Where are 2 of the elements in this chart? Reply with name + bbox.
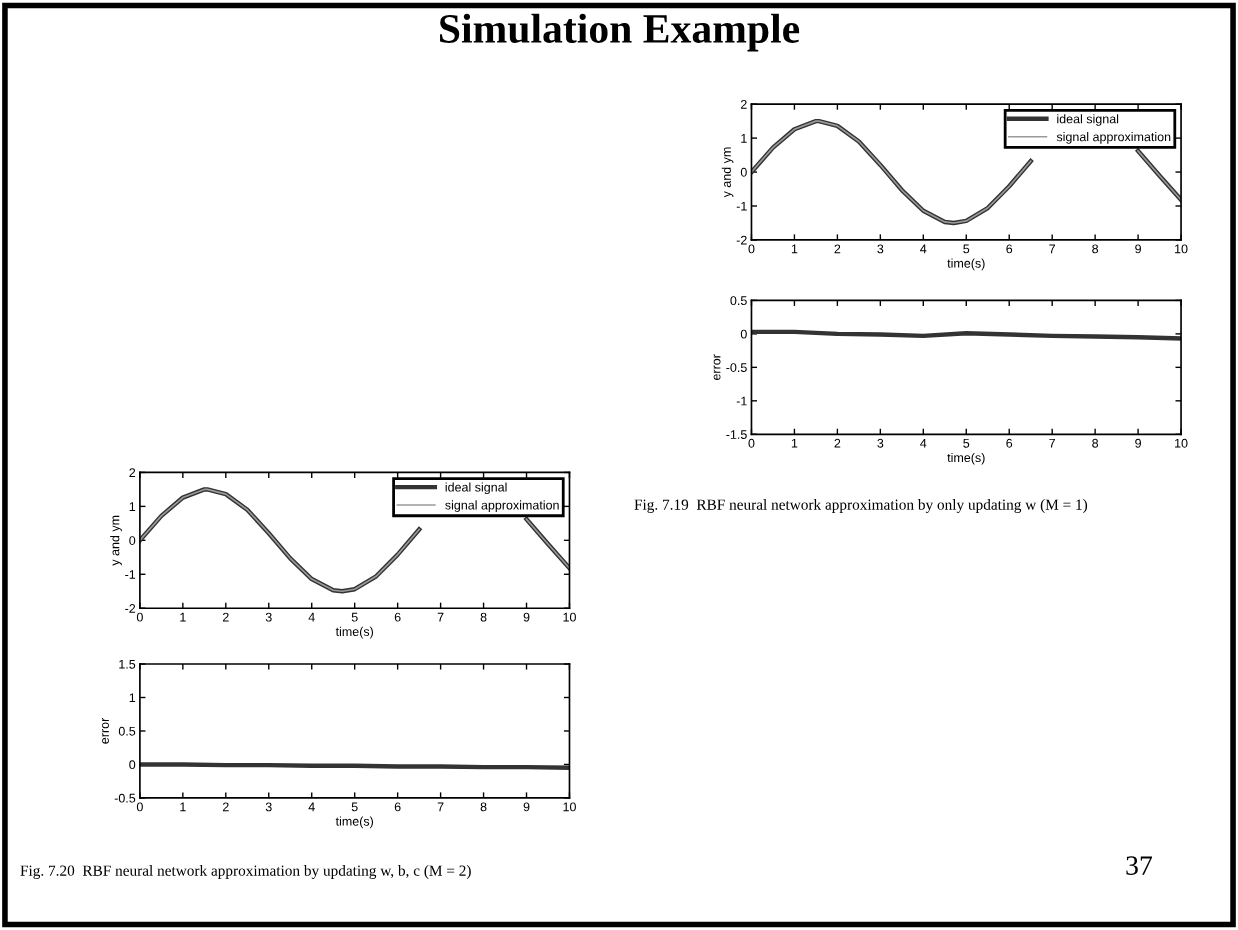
- text: 37: [1126, 856, 1153, 875]
- chart-title: Simulation Example: [440, 13, 800, 52]
